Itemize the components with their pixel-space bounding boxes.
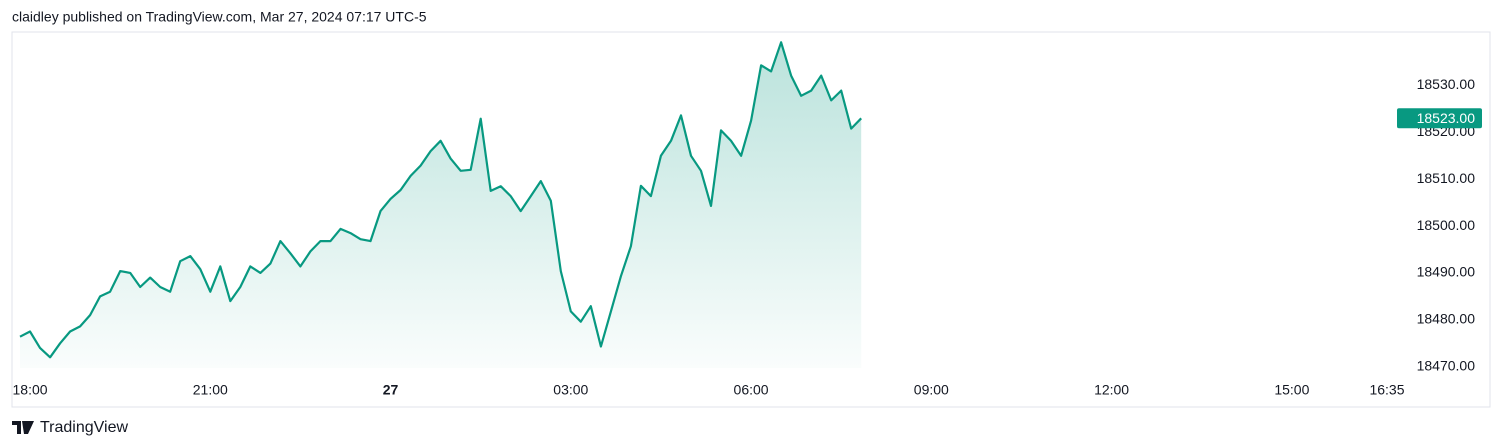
header: claidley published on TradingView.com, M… (12, 9, 427, 25)
footer: TradingView (40, 419, 128, 436)
x-tick-label: 27 (383, 382, 399, 398)
x-tick-label: 21:00 (193, 382, 228, 398)
x-tick-label: 03:00 (553, 382, 588, 398)
y-tick-label: 18510.00 (1417, 170, 1476, 186)
price-line (19, 41, 862, 359)
last-price-badge (1397, 108, 1482, 129)
y-tick-label: 18500.00 (1417, 217, 1476, 233)
y-tick-label: 18470.00 (1417, 357, 1476, 373)
frame (11, 31, 1491, 408)
y-tick-label: 18480.00 (1417, 311, 1476, 327)
y-tick-label: 18490.00 (1417, 264, 1476, 280)
x-tick-label: 09:00 (914, 382, 949, 398)
x-tick-label: 06:00 (734, 382, 769, 398)
y-tick-label: 18530.00 (1417, 76, 1476, 92)
area-fill (20, 42, 862, 369)
x-tick-label: 12:00 (1094, 382, 1129, 398)
x-tick-label: 16:35 (1369, 382, 1404, 398)
x-tick-label: 15:00 (1274, 382, 1309, 398)
last-price-label: 18523.00 (1417, 110, 1476, 126)
logo (12, 421, 34, 434)
x-tick-label: 18:00 (13, 382, 48, 398)
